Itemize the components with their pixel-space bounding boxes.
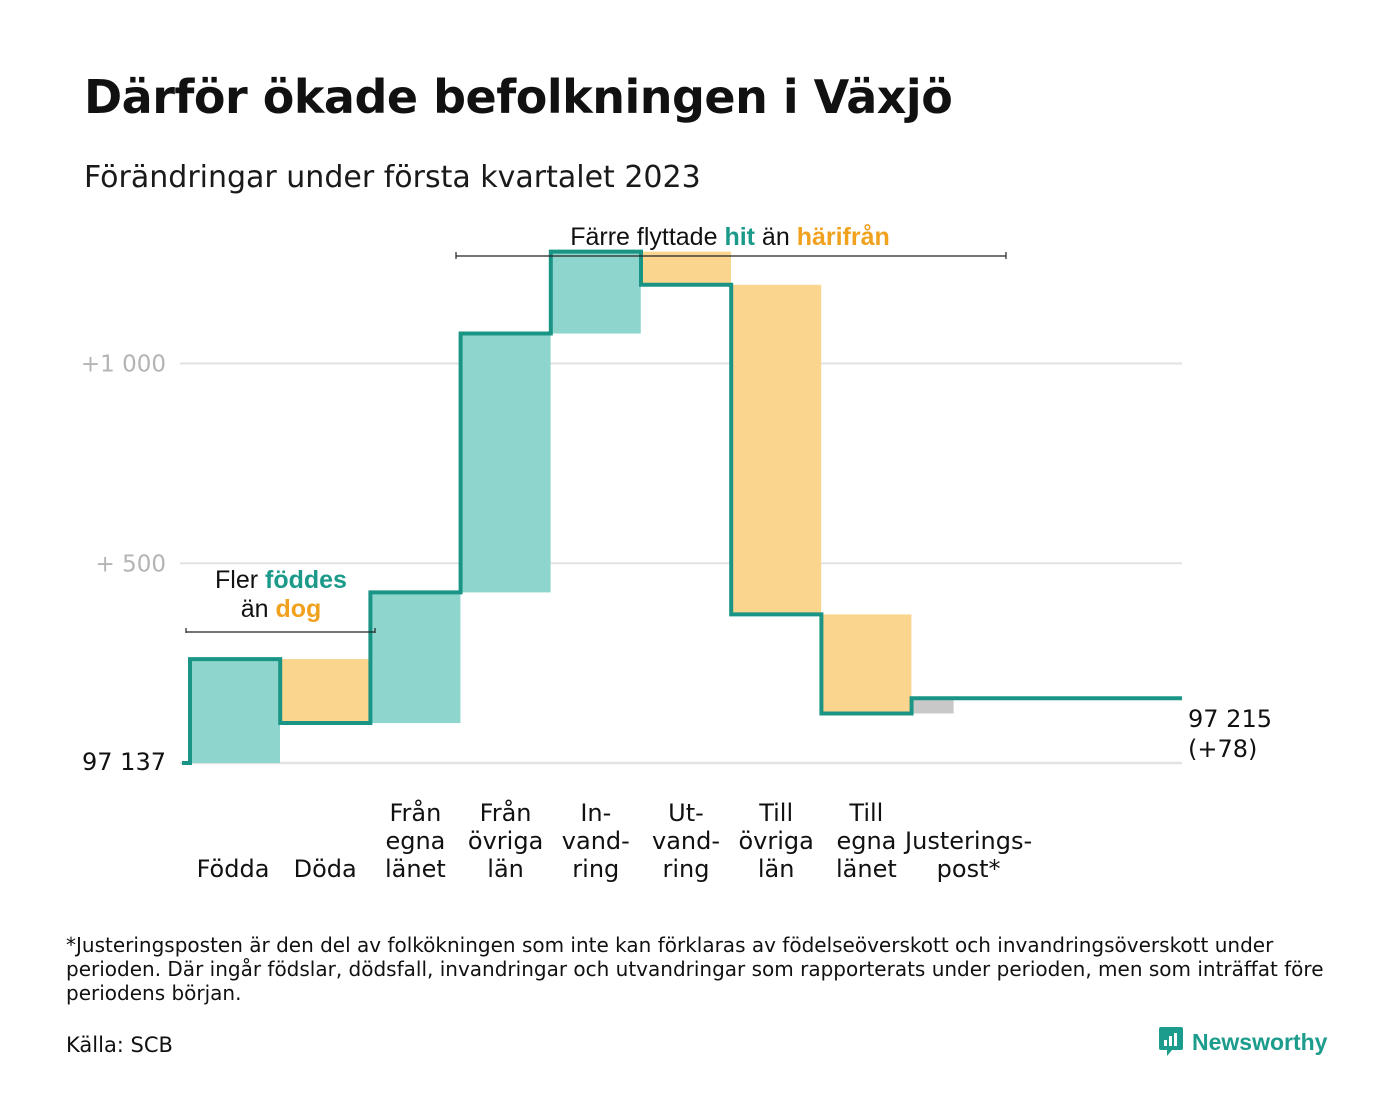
end-change-label: (+78)	[1188, 735, 1257, 763]
x-category-label-line: Till	[848, 799, 883, 827]
x-category-label: Till övriga län	[739, 799, 814, 883]
svg-text:Fler föddes: Fler föddes	[215, 566, 347, 594]
x-category-label-line: Justerings-	[903, 827, 1032, 855]
chart-title: Därför ökade befolkningen i Växjö	[84, 70, 953, 124]
bar-8	[821, 614, 912, 714]
x-category-label: Ut-vand-ring	[652, 799, 720, 883]
x-category-label-line: egna	[385, 827, 445, 855]
x-category-label-line: In-	[580, 799, 611, 827]
svg-text:än dog: än dog	[241, 595, 322, 623]
x-category-label: Justerings-post*	[903, 827, 1032, 883]
births-annotation-prefix: Fler	[215, 566, 265, 594]
x-category-label: In-vand-ring	[562, 799, 630, 883]
x-category-label-line: Till	[758, 799, 793, 827]
x-category-label-line: vand-	[562, 827, 630, 855]
births-annotation-bracket	[185, 628, 376, 633]
x-category-label-line: Ut-	[668, 799, 704, 827]
y-axis-tick-labels: + 500 +1 000	[81, 352, 166, 578]
svg-text:Färre flyttade hit än härifrån: Färre flyttade hit än härifrån	[570, 223, 890, 251]
y-tick-label: + 500	[96, 551, 166, 577]
x-category-label-line: övriga	[468, 827, 543, 855]
bar-5	[550, 251, 641, 334]
x-category-label: Döda	[294, 855, 357, 883]
brand-name: Newsworthy	[1192, 1028, 1328, 1055]
x-category-label-line: länet	[385, 855, 446, 883]
x-category-label-line: Döda	[294, 855, 357, 883]
bar-9	[913, 698, 954, 714]
x-category-label-line: län	[758, 855, 795, 883]
x-category-label-line: Från	[389, 798, 441, 827]
newsworthy-logo-icon	[1159, 1027, 1183, 1056]
cumulative-line	[182, 249, 1182, 765]
x-category-label-line: länet	[836, 855, 897, 883]
grid-lines	[180, 362, 1182, 765]
births-annotation-born: föddes	[265, 566, 347, 594]
footnote: *Justeringsposten är den del av folkökni…	[66, 933, 1324, 1005]
x-category-label-line: ring	[572, 855, 619, 883]
births-annotation: Fler föddes än dog	[185, 566, 376, 633]
brand-logo: Newsworthy	[1158, 1026, 1327, 1058]
x-category-label-line: vand-	[652, 827, 720, 855]
x-category-label: Födda	[197, 855, 270, 883]
x-category-label-line: Från	[480, 798, 532, 827]
bar-1	[190, 659, 280, 763]
x-category-label-line: egna	[836, 827, 896, 855]
end-value-label: 97 215	[1188, 705, 1272, 733]
x-category-label-line: övriga	[739, 827, 814, 855]
start-value-label: 97 137	[82, 748, 166, 776]
bars	[190, 251, 954, 763]
migration-annotation: Färre flyttade hit än härifrån	[455, 223, 1007, 259]
migration-annotation-here: hit	[724, 223, 755, 251]
x-category-label-line: Födda	[197, 855, 270, 883]
x-category-label: Från egna länet	[385, 798, 446, 883]
bar-6	[641, 251, 731, 285]
value-labels: 97 137 97 215 (+78)	[82, 705, 1272, 776]
x-category-label: Till egna länet	[836, 799, 897, 883]
x-category-label-line: län	[487, 855, 524, 883]
bar-4	[460, 333, 551, 593]
y-tick-label: +1 000	[81, 352, 166, 378]
bar-7	[731, 284, 822, 615]
x-category-label-line: post*	[937, 855, 1001, 883]
births-annotation-mid: än	[241, 595, 276, 623]
births-annotation-died: dog	[275, 595, 321, 623]
cumulative-step-line	[182, 249, 1182, 765]
bar-3	[370, 592, 461, 724]
x-category-label: Från övriga län	[468, 798, 543, 883]
chart-subtitle: Förändringar under första kvartalet 2023	[84, 160, 701, 195]
migration-annotation-bracket	[455, 252, 1007, 259]
migration-annotation-mid: än	[755, 223, 797, 251]
migration-annotation-from-here: härifrån	[797, 223, 890, 251]
bar-2	[280, 659, 371, 724]
source-label: Källa: SCB	[66, 1033, 173, 1057]
migration-annotation-prefix: Färre flyttade	[570, 223, 724, 251]
x-category-label-line: ring	[663, 855, 710, 883]
